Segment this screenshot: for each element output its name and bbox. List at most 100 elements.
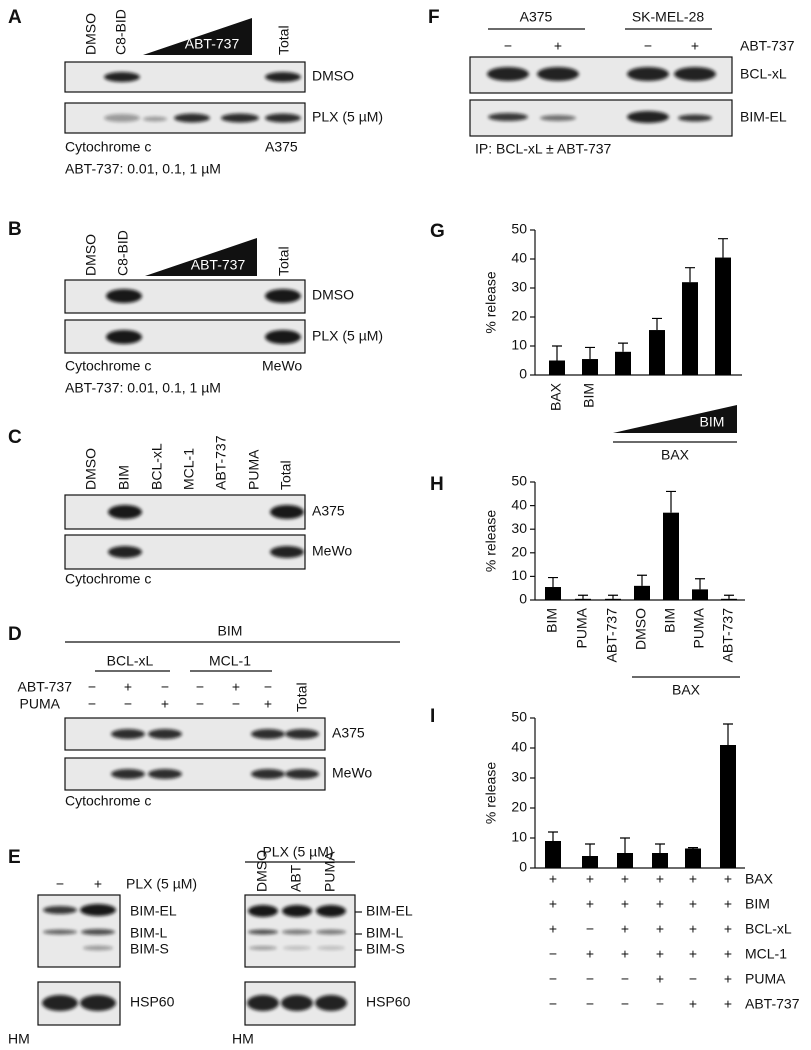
sign: − bbox=[656, 996, 664, 1012]
sign: − bbox=[264, 679, 272, 695]
band bbox=[282, 905, 312, 917]
caption: Cytochrome c bbox=[65, 358, 151, 374]
wedge bbox=[145, 238, 257, 276]
band bbox=[143, 116, 167, 122]
lane-label: DMSO bbox=[83, 234, 99, 276]
x-tick-label: ABT-737 bbox=[604, 608, 620, 663]
wedge-label: ABT-737 bbox=[191, 257, 246, 273]
error-bar bbox=[724, 594, 734, 599]
band-label: BIM-L bbox=[366, 925, 404, 941]
y-tick-label: 50 bbox=[511, 709, 527, 725]
lane-label: C8-BID bbox=[115, 230, 131, 276]
x-tick-label: PUMA bbox=[574, 607, 590, 648]
condition-label: BCL-xL bbox=[745, 921, 792, 937]
band bbox=[488, 113, 528, 121]
band bbox=[108, 505, 142, 519]
sign: + bbox=[549, 871, 557, 887]
note: ABT-737: 0.01, 0.1, 1 µM bbox=[65, 380, 221, 396]
bar bbox=[617, 853, 633, 868]
band bbox=[316, 905, 346, 917]
band bbox=[43, 929, 77, 935]
sign: + bbox=[689, 921, 697, 937]
band bbox=[265, 72, 301, 82]
sign: + bbox=[264, 696, 272, 712]
y-tick-label: 10 bbox=[511, 567, 527, 583]
sign: + bbox=[656, 921, 664, 937]
panel-letter: F bbox=[428, 7, 440, 28]
sign: − bbox=[88, 679, 96, 695]
band bbox=[248, 905, 278, 917]
band bbox=[106, 330, 142, 344]
panel-letter: G bbox=[430, 221, 445, 242]
condition-label: BIM bbox=[745, 896, 770, 912]
wedge bbox=[143, 18, 252, 55]
bar bbox=[575, 598, 591, 600]
band bbox=[81, 929, 115, 935]
sign: − bbox=[689, 971, 697, 987]
sign: + bbox=[724, 996, 732, 1012]
error-bar bbox=[585, 346, 595, 360]
band bbox=[249, 946, 277, 950]
fraction-label: HM bbox=[232, 1031, 254, 1047]
sign: + bbox=[724, 921, 732, 937]
sign: + bbox=[124, 679, 132, 695]
error-bar bbox=[637, 574, 647, 586]
row-label: PLX (5 µM) bbox=[312, 109, 383, 125]
band-label: HSP60 bbox=[130, 994, 175, 1010]
sign: + bbox=[232, 679, 240, 695]
bar bbox=[605, 598, 621, 600]
x-tick-label: ABT-737 bbox=[720, 608, 736, 663]
band-label: BIM-S bbox=[130, 941, 169, 957]
error-bar bbox=[695, 578, 705, 590]
sign: − bbox=[621, 971, 629, 987]
y-tick-label: 50 bbox=[511, 221, 527, 237]
sign: + bbox=[691, 38, 699, 54]
sign: + bbox=[621, 896, 629, 912]
x-tick-label: DMSO bbox=[633, 608, 649, 650]
blot bbox=[64, 494, 306, 530]
row-label: A375 bbox=[312, 503, 345, 519]
band bbox=[285, 769, 319, 779]
row-label: DMSO bbox=[312, 287, 354, 303]
panel-letter: C bbox=[8, 427, 22, 448]
y-tick-label: 20 bbox=[511, 308, 527, 324]
y-tick-label: 50 bbox=[511, 473, 527, 489]
sign: + bbox=[549, 896, 557, 912]
band bbox=[627, 67, 669, 81]
note: ABT-737: 0.01, 0.1, 1 µM bbox=[65, 161, 221, 177]
row-label: A375 bbox=[332, 725, 365, 741]
error-bar bbox=[552, 345, 562, 361]
error-bar bbox=[666, 490, 676, 513]
lane-label: DMSO bbox=[83, 448, 99, 490]
error-bar bbox=[652, 317, 662, 331]
y-tick-label: 10 bbox=[511, 337, 527, 353]
y-axis-label: % release bbox=[483, 271, 499, 333]
condition-label: PUMA bbox=[745, 971, 786, 987]
band bbox=[265, 289, 301, 303]
panel-letter: E bbox=[8, 847, 21, 868]
sign: + bbox=[656, 871, 664, 887]
band-label: BIM-EL bbox=[366, 903, 413, 919]
caption: Cytochrome c bbox=[65, 139, 151, 155]
y-tick-label: 30 bbox=[511, 769, 527, 785]
band bbox=[111, 729, 145, 739]
lane-label: PUMA bbox=[322, 851, 338, 892]
sign: − bbox=[549, 946, 557, 962]
bar bbox=[549, 360, 565, 375]
panel-letter: B bbox=[8, 219, 22, 240]
caption: Cytochrome c bbox=[65, 793, 151, 809]
sign: + bbox=[554, 38, 562, 54]
y-tick-label: 30 bbox=[511, 520, 527, 536]
band-label: BIM-L bbox=[130, 925, 168, 941]
lane-label: ABT bbox=[288, 864, 304, 892]
condition-label: MCL-1 bbox=[745, 946, 787, 962]
sign: + bbox=[724, 871, 732, 887]
band bbox=[316, 929, 346, 935]
sign: − bbox=[504, 38, 512, 54]
band bbox=[315, 995, 347, 1011]
sign: + bbox=[656, 896, 664, 912]
bar bbox=[715, 257, 731, 375]
bar bbox=[682, 282, 698, 375]
sign: − bbox=[161, 679, 169, 695]
sign: − bbox=[196, 696, 204, 712]
